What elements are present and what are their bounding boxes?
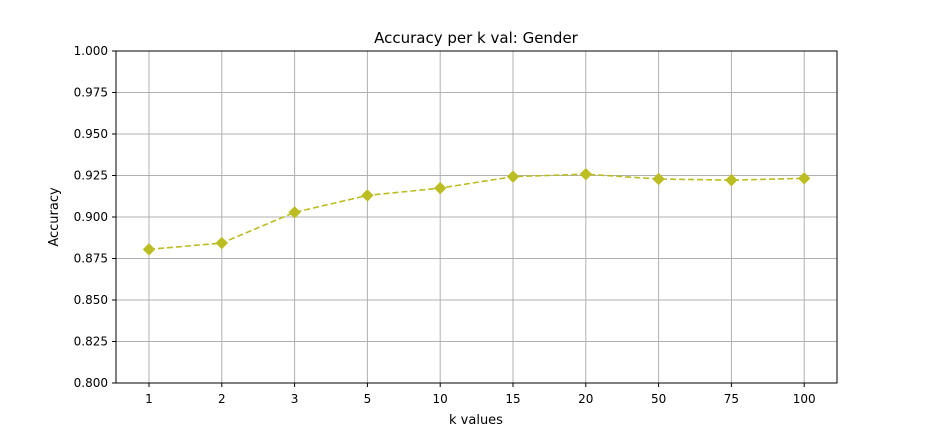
x-tick-label: 10 <box>433 392 448 406</box>
data-point-marker <box>433 181 447 195</box>
series-line <box>148 173 805 251</box>
data-point-marker <box>725 173 738 187</box>
y-tick-label: 0.825 <box>74 335 108 349</box>
data-point-marker <box>797 172 811 185</box>
x-tick-label: 3 <box>291 392 299 406</box>
data-point-marker <box>506 170 520 183</box>
x-tick-label: 20 <box>578 392 593 406</box>
y-tick-label: 0.975 <box>74 86 108 100</box>
y-tick-label: 0.925 <box>74 169 108 183</box>
x-tick-label: 15 <box>505 392 520 406</box>
data-series <box>142 167 811 256</box>
y-tick-label: 0.950 <box>74 127 108 141</box>
x-tick-label: 5 <box>364 392 372 406</box>
x-tick-label: 75 <box>724 392 739 406</box>
y-tick-label: 0.900 <box>74 210 108 224</box>
x-axis-ticks: 1 2 3 5 10 15 20 50 75 100 <box>145 383 816 406</box>
data-point-marker <box>361 189 374 202</box>
x-axis-label: k values <box>449 413 503 428</box>
data-point-marker <box>215 236 229 250</box>
y-tick-label: 0.875 <box>74 252 108 266</box>
y-axis-ticks: 0.800 0.825 0.850 0.875 0.900 0.925 0.950 0.975… <box>74 44 116 390</box>
chart-title: Accuracy per k val: Gender <box>374 29 579 47</box>
data-point-marker <box>142 243 156 256</box>
y-tick-label: 0.800 <box>74 376 108 390</box>
y-tick-label: 0.850 <box>74 293 108 307</box>
x-tick-label: 100 <box>793 392 816 406</box>
y-tick-label: 1.000 <box>74 44 108 58</box>
data-point-marker <box>288 206 301 219</box>
data-point-marker <box>579 167 593 181</box>
x-tick-label: 1 <box>145 392 153 406</box>
data-point-marker <box>652 172 665 186</box>
grid-lines <box>116 50 837 384</box>
x-tick-label: 50 <box>651 392 666 406</box>
y-axis-label: Accuracy <box>47 187 62 247</box>
x-tick-label: 2 <box>218 392 226 406</box>
